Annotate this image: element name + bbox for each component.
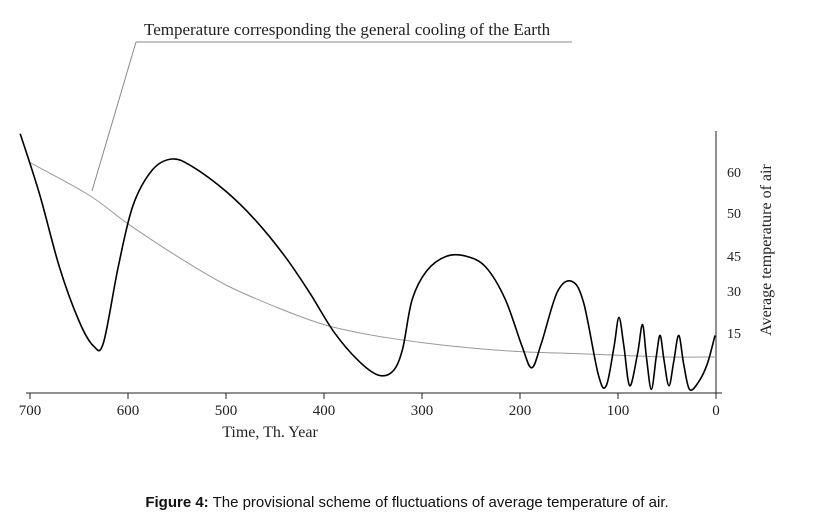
x-ticks: 700 600 500 400 300 200 100 0 (19, 393, 720, 419)
annotation-text: Temperature corresponding the general co… (144, 20, 551, 39)
temperature-fluctuation-line (19, 133, 716, 391)
x-tick-label: 100 (607, 403, 630, 419)
figure-caption: Figure 4: The provisional scheme of fluc… (0, 494, 814, 511)
annotation: Temperature corresponding the general co… (91, 20, 572, 192)
series-layer (19, 133, 717, 391)
annotation-leader-line (91, 41, 137, 192)
x-tick-label: 200 (509, 403, 532, 419)
x-tick-label: 500 (215, 403, 238, 419)
x-tick-label: 600 (117, 403, 140, 419)
y-tick-label: 15 (727, 327, 741, 342)
x-tick-label: 300 (411, 403, 434, 419)
figure-caption-text: The provisional scheme of fluctuations o… (208, 494, 669, 511)
y-tick-label: 50 (727, 207, 741, 222)
y-tick-label: 30 (727, 285, 741, 300)
y-tick-label: 60 (727, 166, 741, 181)
y-axis-label: Average temperature of air (758, 164, 775, 336)
y-tick-label: 45 (727, 250, 741, 265)
x-tick-label: 0 (712, 403, 720, 419)
figure-caption-label: Figure 4: (145, 494, 209, 511)
x-tick-label: 700 (19, 403, 42, 419)
x-tick-label: 400 (313, 403, 336, 419)
axes (26, 131, 722, 394)
general-cooling-trend-line (29, 162, 717, 358)
y-ticks: 15 30 45 50 60 (727, 166, 741, 342)
chart: 700 600 500 400 300 200 100 0 15 30 45 50 60 Time, … (19, 20, 775, 441)
x-axis-label: Time, Th. Year (222, 424, 318, 441)
